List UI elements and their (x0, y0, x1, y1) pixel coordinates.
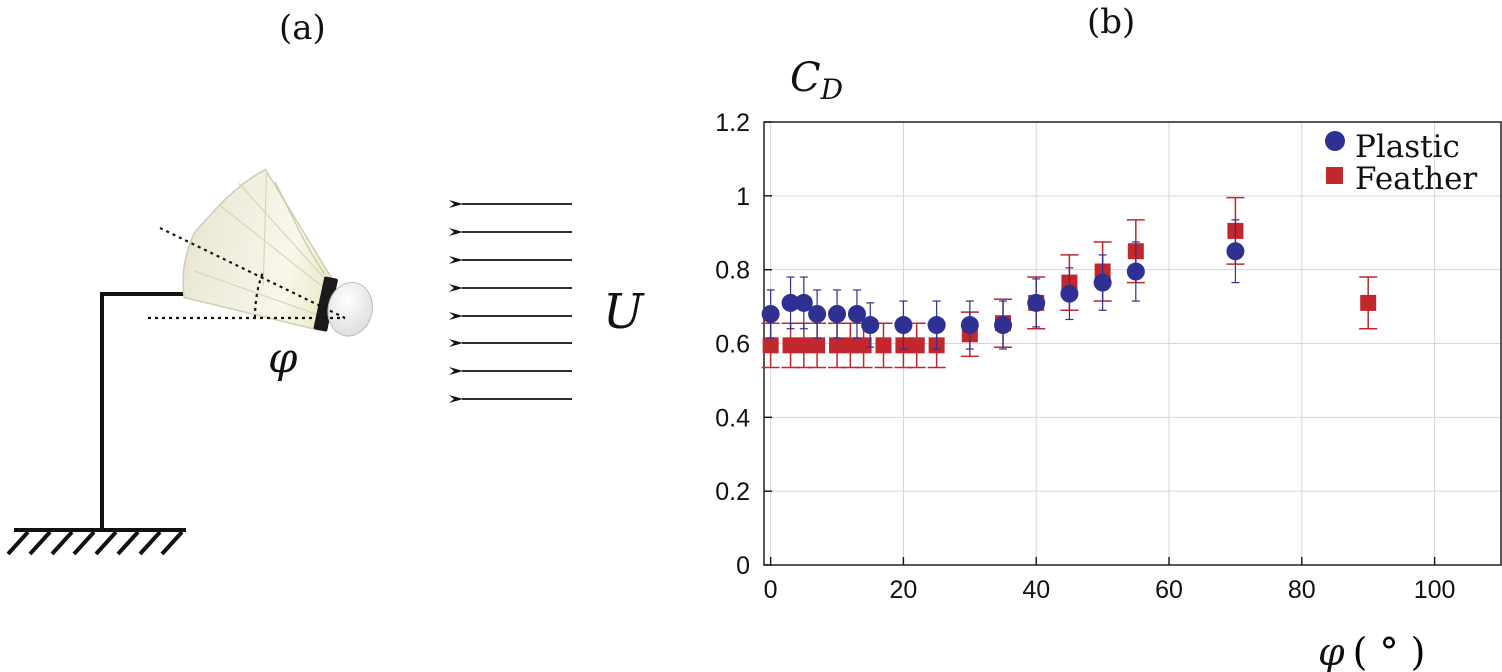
ground-hatch-line (28, 530, 52, 556)
y-tick-label: 0.4 (715, 404, 750, 432)
x-tick-label: 80 (1288, 576, 1316, 604)
y-tick-label: 0.6 (715, 331, 750, 359)
ground-hatch-line (50, 530, 74, 556)
data-point-feather (875, 337, 892, 354)
ground-hatch-line (116, 530, 140, 556)
ground-hatch-icon (6, 528, 186, 556)
x-tick-label: 20 (890, 576, 918, 604)
x-tick-label: 40 (1022, 576, 1050, 604)
shuttlecock-icon (182, 168, 373, 337)
ground-hatch-line (94, 530, 118, 556)
y-axis-subscript: D (820, 73, 843, 106)
series-plastic (761, 219, 1245, 350)
data-point-feather (908, 337, 925, 354)
x-axis-ticks: 0 20 40 60 80 100 (764, 557, 1456, 604)
ground-hatch-line (160, 530, 184, 556)
data-point-feather (762, 337, 779, 354)
data-point-plastic (794, 293, 813, 312)
data-point-feather (782, 337, 799, 354)
x-tick-label: 0 (764, 576, 778, 604)
chart-series (761, 196, 1378, 369)
x-axis-label: φ( ° ) (1318, 630, 1425, 672)
data-point-plastic (1226, 242, 1245, 261)
data-point-plastic (1126, 262, 1145, 281)
data-point-plastic (994, 316, 1013, 335)
flow-velocity-label: U (603, 284, 645, 340)
y-axis-ticks: 0 0.2 0.4 0.6 0.8 1 1.2 (715, 109, 772, 580)
y-tick-label: 1 (736, 183, 750, 211)
y-axis-label: CD (790, 55, 843, 106)
chart-legend: Plastic Feather (1325, 129, 1477, 197)
y-axis-symbol: C (790, 55, 821, 101)
mount-stand-icon (100, 292, 186, 530)
data-point-plastic (761, 304, 780, 323)
drag-chart: 0 0.2 0.4 0.6 0.8 1 1.2 0 20 40 60 80 100 CD φ( ° )… (715, 55, 1502, 672)
data-point-plastic (894, 316, 913, 335)
data-point-feather (809, 337, 826, 354)
data-point-plastic (847, 304, 866, 323)
angle-indicator (148, 227, 346, 320)
legend-marker-feather (1326, 167, 1343, 184)
data-point-plastic (781, 293, 800, 312)
data-point-feather (1360, 294, 1377, 311)
data-point-feather (842, 337, 859, 354)
data-point-plastic (1027, 293, 1046, 312)
flow-arrows (449, 200, 572, 403)
ground-hatch-line (72, 530, 96, 556)
data-point-feather (829, 337, 846, 354)
setup-diagram: φ U (6, 168, 645, 556)
data-point-plastic (960, 316, 979, 335)
y-tick-label: 0 (736, 552, 750, 580)
ground-hatch-line (138, 530, 162, 556)
legend-label-feather: Feather (1355, 161, 1477, 197)
legend-label-plastic: Plastic (1355, 129, 1460, 165)
y-tick-label: 0.2 (715, 478, 750, 506)
data-point-plastic (828, 304, 847, 323)
x-tick-label: 60 (1155, 576, 1183, 604)
y-tick-label: 0.8 (715, 257, 750, 285)
data-point-feather (855, 337, 872, 354)
legend-marker-plastic (1325, 131, 1345, 151)
data-point-plastic (1093, 273, 1112, 292)
x-axis-unit: ( ° ) (1353, 630, 1426, 672)
data-point-plastic (927, 316, 946, 335)
x-axis-symbol: φ (1318, 630, 1345, 672)
panel-b-label: (b) (1087, 2, 1136, 42)
ground-hatch-line (6, 530, 30, 556)
x-tick-label: 100 (1414, 576, 1456, 604)
data-point-feather (795, 337, 812, 354)
data-point-plastic (1060, 284, 1079, 303)
y-tick-label: 1.2 (715, 109, 750, 137)
angle-label: φ (268, 333, 298, 382)
data-point-plastic (861, 316, 880, 335)
data-point-plastic (808, 304, 827, 323)
panel-a-label: (a) (279, 8, 326, 48)
